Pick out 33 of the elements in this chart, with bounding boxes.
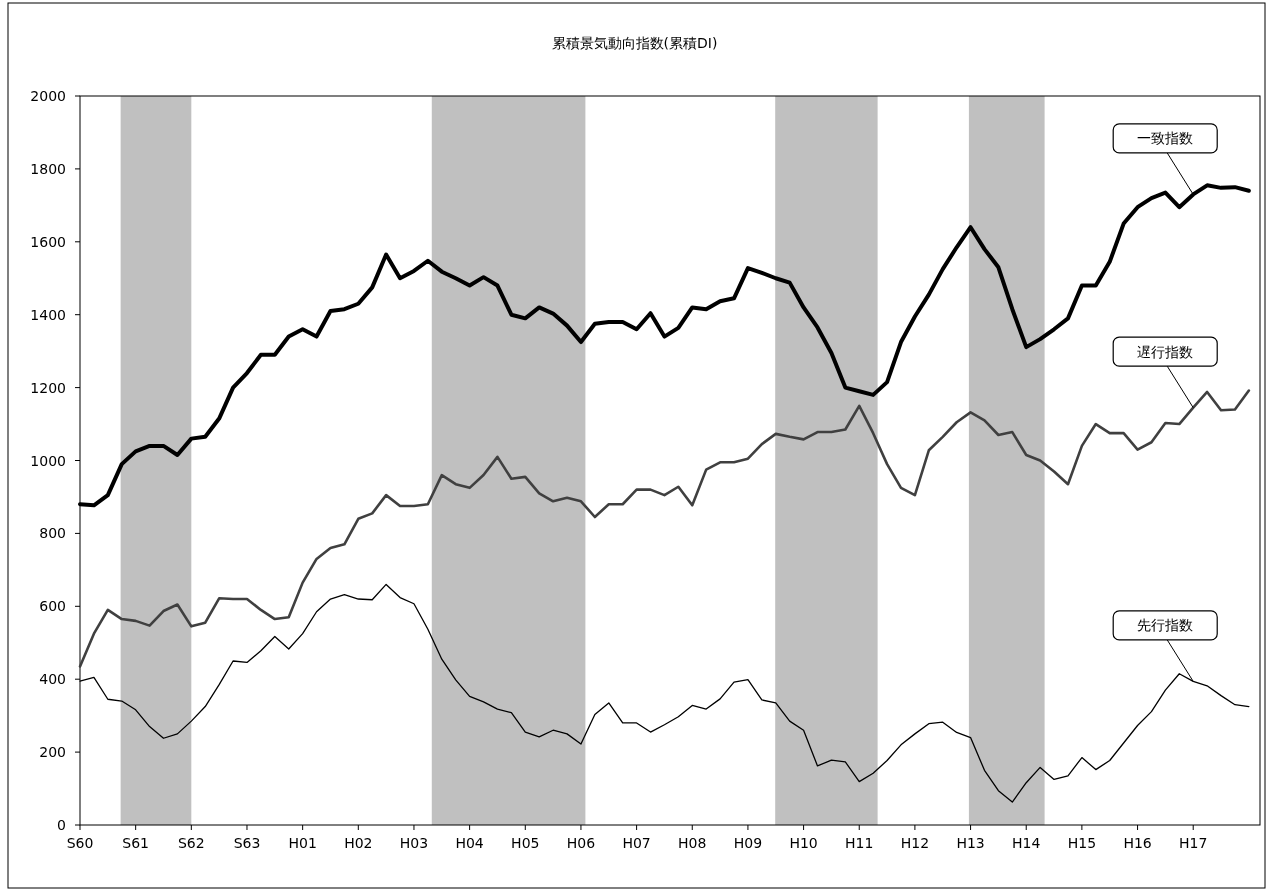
y-tick-label: 200 (39, 744, 66, 761)
y-tick-label: 800 (39, 525, 66, 542)
x-tick-label: H13 (956, 835, 985, 851)
x-tick-label: H11 (845, 835, 874, 851)
x-tick-label: H08 (678, 835, 707, 851)
x-tick-label: S60 (66, 835, 94, 851)
x-tick-label: H15 (1067, 835, 1097, 851)
x-tick-label: S63 (233, 835, 261, 851)
x-tick-label: H05 (511, 835, 540, 851)
x-tick-label: H01 (288, 835, 317, 851)
y-tick-label: 1200 (30, 379, 66, 396)
y-tick-label: 0 (57, 817, 66, 833)
x-tick-label: S62 (177, 835, 205, 851)
y-tick-label: 1600 (30, 233, 66, 250)
x-tick-label: H12 (900, 835, 930, 851)
y-tick-label: 1000 (30, 452, 66, 469)
chart-title: 累積景気動向指数(累積DI) (551, 35, 718, 51)
y-tick-label: 600 (39, 598, 66, 615)
x-tick-label: H16 (1123, 835, 1152, 851)
x-tick-label: H10 (789, 835, 818, 851)
x-tick-label: S61 (122, 835, 150, 851)
x-tick-label: H06 (566, 835, 596, 851)
x-tick-label: H07 (622, 835, 651, 851)
y-tick-label: 1800 (30, 160, 66, 177)
y-tick-label: 1400 (30, 306, 66, 323)
x-tick-label: H17 (1179, 835, 1208, 851)
y-tick-label: 2000 (30, 88, 66, 104)
x-tick-label: H04 (455, 835, 484, 851)
x-tick-label: H03 (399, 835, 429, 851)
y-tick-label: 400 (39, 671, 66, 688)
x-tick-label: H09 (733, 835, 763, 851)
x-tick-label: H02 (344, 835, 373, 851)
x-tick-label: H14 (1012, 835, 1041, 851)
